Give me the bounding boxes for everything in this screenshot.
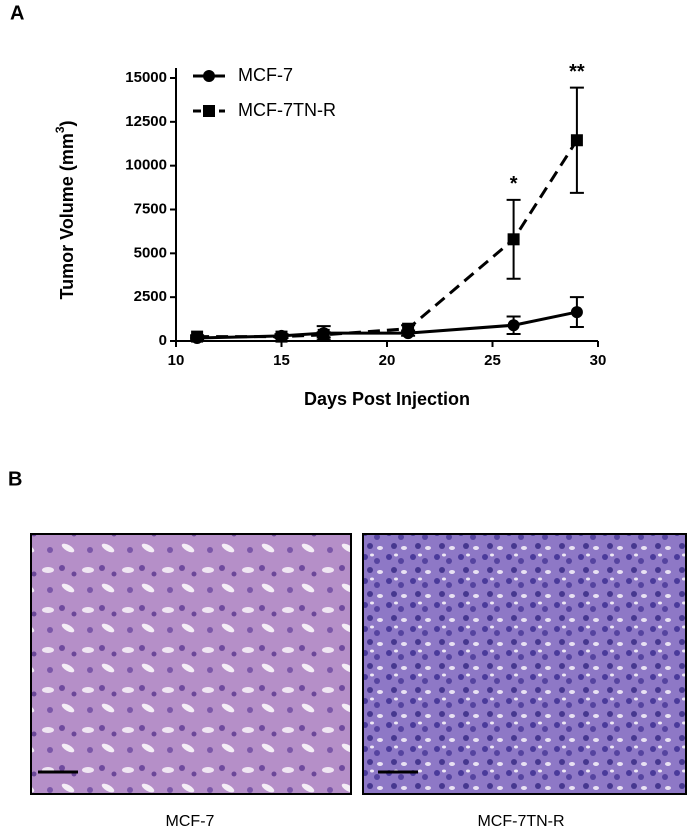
significance-label: * xyxy=(510,173,518,195)
histology-image xyxy=(362,533,687,795)
y-tick-label: 10000 xyxy=(125,157,167,174)
significance-label: ** xyxy=(569,61,585,83)
y-tick-label: 15000 xyxy=(125,69,167,86)
x-tick-label: 10 xyxy=(168,352,185,369)
image-caption: MCF-7 xyxy=(166,813,215,830)
y-axis-title-sup: 3 xyxy=(53,126,67,133)
data-point xyxy=(317,328,330,341)
y-axis-title: Tumor Volume (mm3) xyxy=(53,120,77,299)
data-point xyxy=(570,306,583,319)
x-tick-label: 30 xyxy=(590,352,607,369)
data-point xyxy=(191,330,204,343)
x-tick-label: 15 xyxy=(273,352,290,369)
legend-label: MCF-7 xyxy=(238,65,293,85)
x-axis-title: Days Post Injection xyxy=(304,389,470,409)
y-tick-label: 5000 xyxy=(134,244,167,261)
legend-label: MCF-7TN-R xyxy=(238,100,336,120)
series-line xyxy=(197,310,578,340)
panel-label: B xyxy=(8,468,22,490)
image-caption: MCF-7TN-R xyxy=(477,813,564,830)
y-axis-title-text: Tumor Volume (mm xyxy=(57,133,77,299)
y-tick-label: 0 xyxy=(159,332,167,349)
y-tick-label: 12500 xyxy=(125,113,167,130)
histology-image xyxy=(30,533,352,795)
x-tick-label: 25 xyxy=(484,352,501,369)
legend-marker xyxy=(203,70,215,82)
series-line xyxy=(197,139,579,339)
data-point xyxy=(507,233,520,246)
data-point xyxy=(570,134,583,147)
legend-marker xyxy=(203,105,215,117)
data-point xyxy=(275,330,288,343)
y-tick-label: 2500 xyxy=(134,288,167,305)
y-tick-label: 7500 xyxy=(134,200,167,217)
data-point xyxy=(507,319,520,332)
data-point xyxy=(402,322,415,335)
y-axis-title-end: ) xyxy=(57,120,77,126)
panel-label: A xyxy=(10,2,24,24)
x-tick-label: 20 xyxy=(379,352,396,369)
